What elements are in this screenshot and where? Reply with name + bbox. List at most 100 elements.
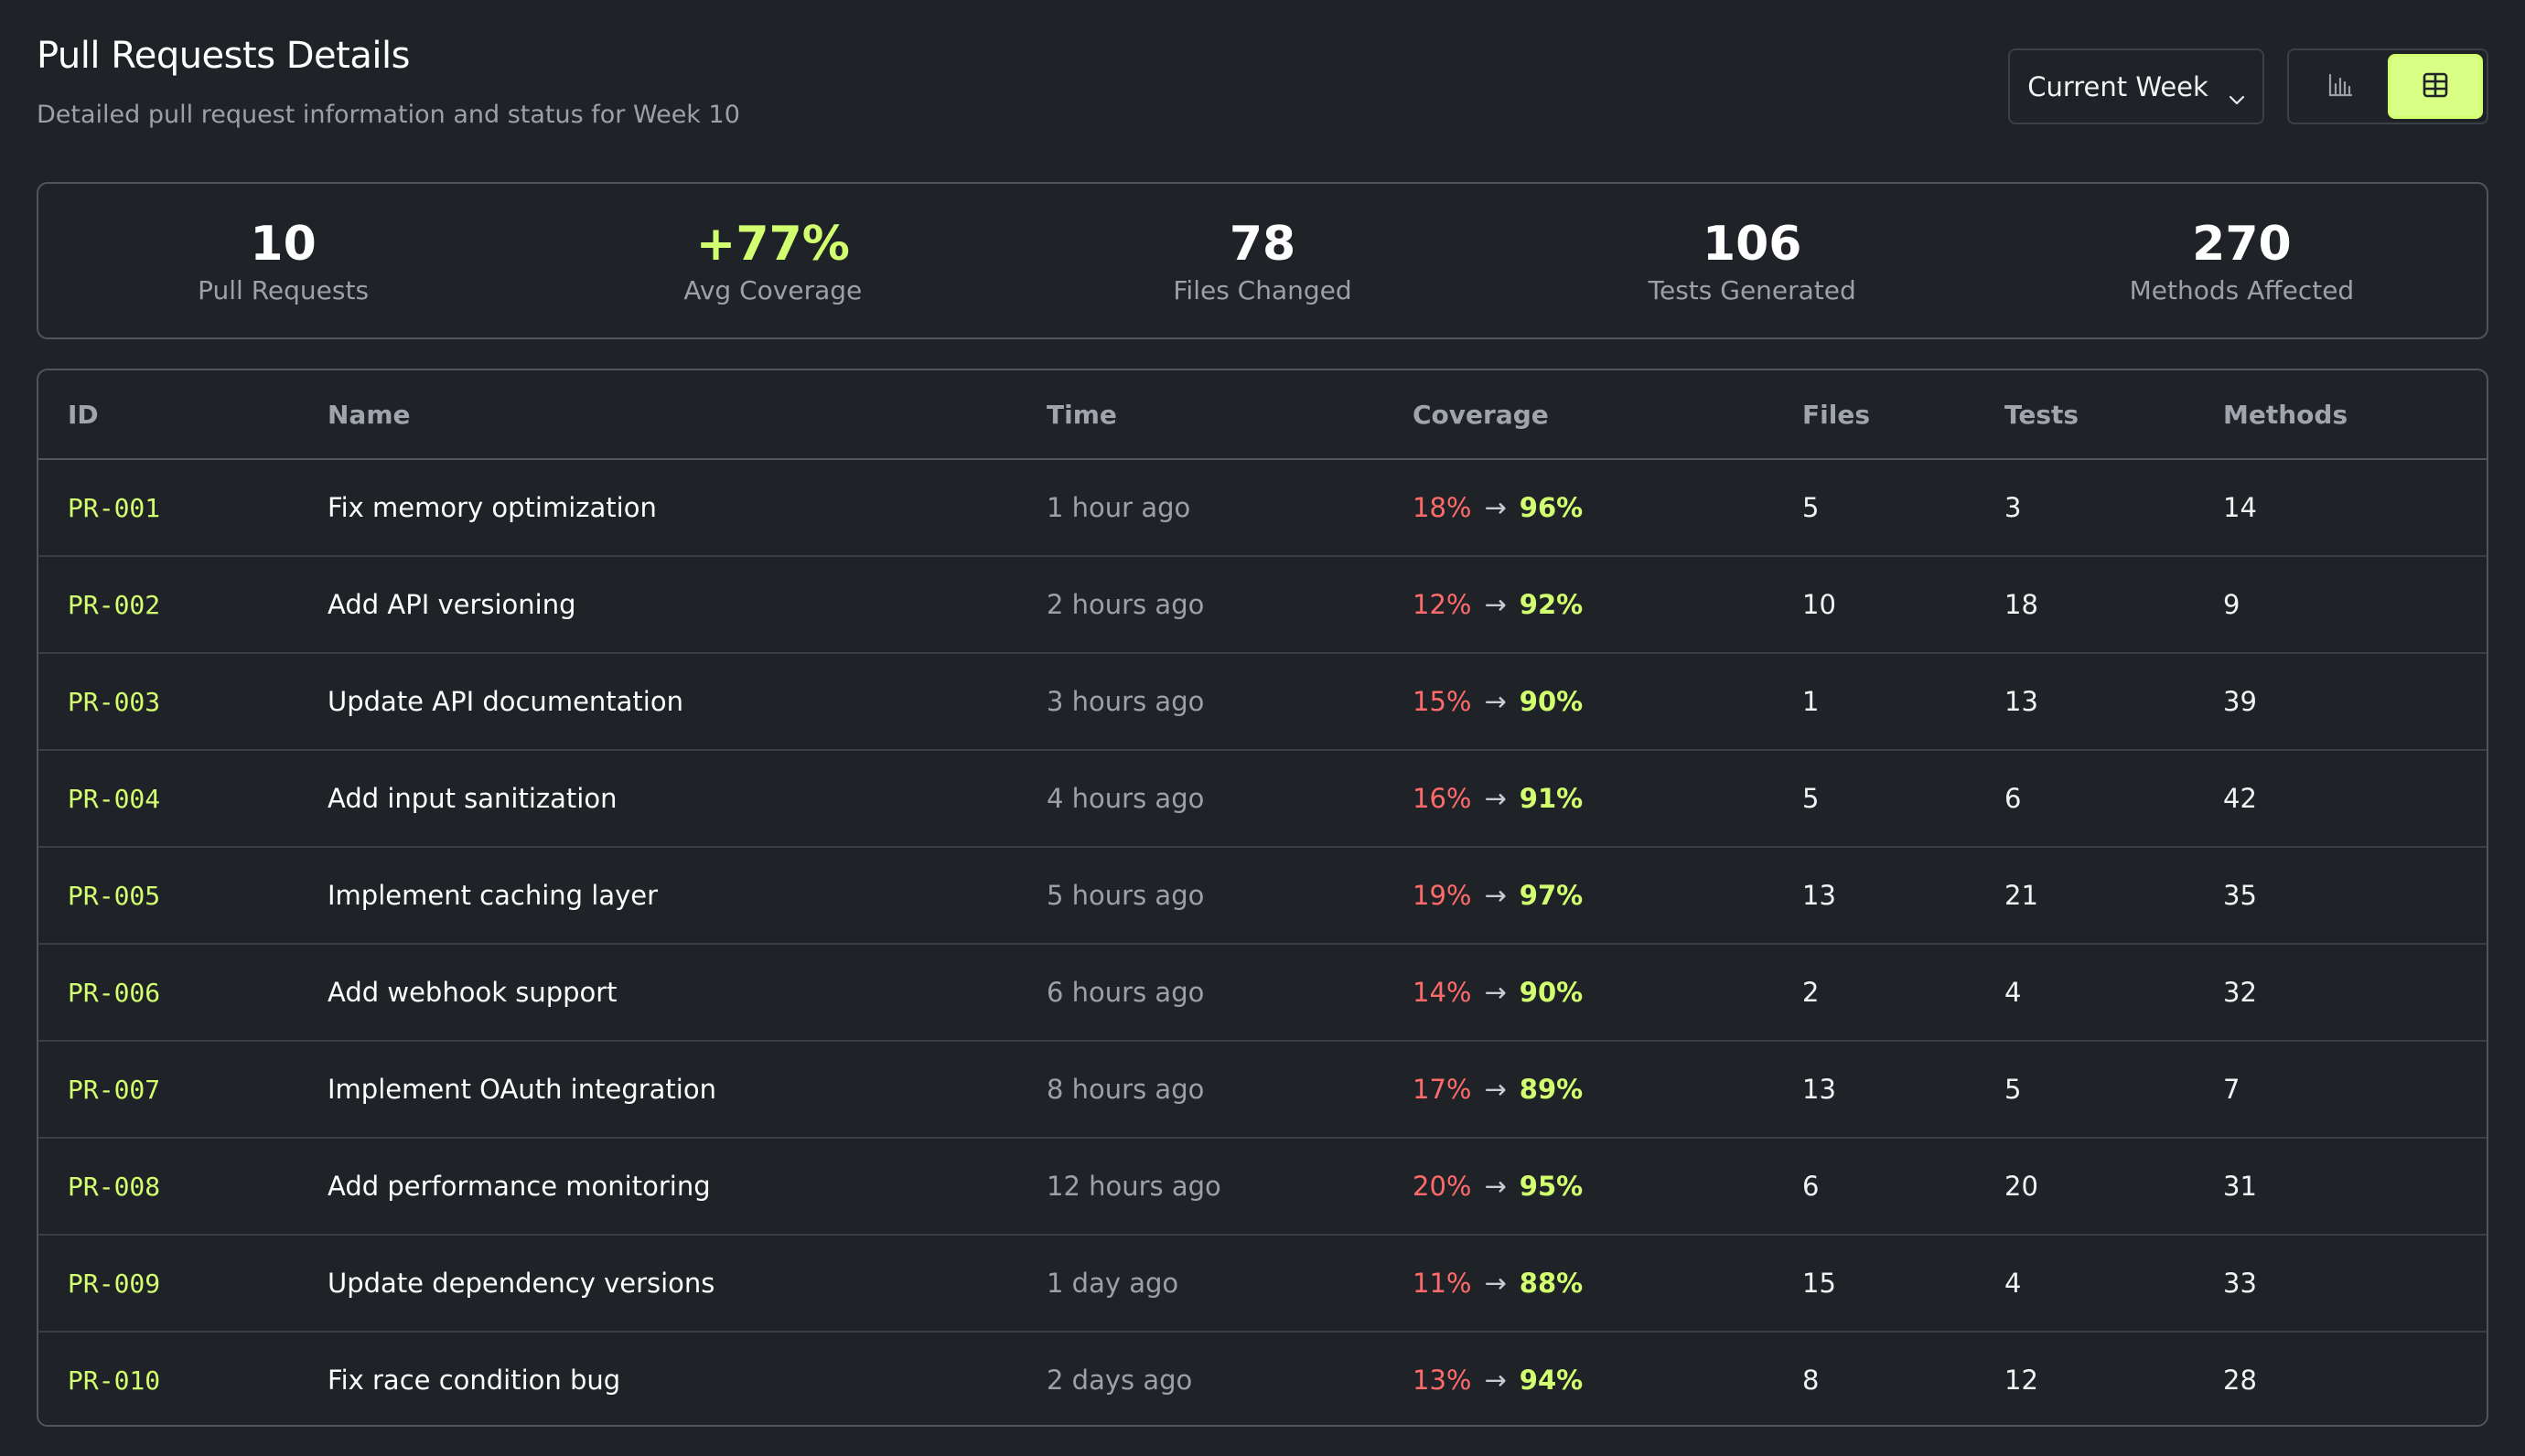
pr-coverage: 11% → 88% bbox=[1413, 1235, 1802, 1333]
table-row[interactable]: PR-006 Add webhook support 6 hours ago 1… bbox=[38, 944, 2487, 1042]
pr-files: 6 bbox=[1802, 1138, 2004, 1236]
pr-name: Implement caching layer bbox=[328, 847, 1047, 945]
pr-files: 8 bbox=[1802, 1365, 1820, 1396]
pr-methods: 28 bbox=[2223, 1365, 2257, 1396]
pr-id[interactable]: PR-003 bbox=[38, 653, 328, 751]
table-row[interactable]: PR-001 Fix memory optimization 1 hour ag… bbox=[38, 459, 2487, 557]
column-header-tests[interactable]: Tests bbox=[2004, 370, 2223, 460]
pr-id[interactable]: PR-008 bbox=[38, 1138, 328, 1236]
pr-files: 13 bbox=[1802, 847, 2004, 945]
pr-coverage: 13% → 94% bbox=[1413, 1332, 1802, 1425]
stat-value: 10 bbox=[250, 217, 317, 273]
pr-id[interactable]: PR-007 bbox=[38, 1041, 328, 1139]
table-row[interactable]: PR-005 Implement caching layer 5 hours a… bbox=[38, 847, 2487, 945]
page-subtitle: Detailed pull request information and st… bbox=[37, 101, 740, 129]
pr-files: 1 bbox=[1802, 653, 2004, 751]
column-header-name[interactable]: Name bbox=[328, 370, 1047, 460]
pr-tests: 20 bbox=[2004, 1138, 2223, 1236]
stat-value: +77% bbox=[695, 217, 850, 273]
pr-tests: 13 bbox=[2004, 653, 2223, 751]
pr-id[interactable]: PR-005 bbox=[38, 847, 328, 945]
pr-time: 8 hours ago bbox=[1047, 1041, 1413, 1139]
pr-time: 5 hours ago bbox=[1047, 847, 1413, 945]
pr-methods: 42 bbox=[2223, 750, 2487, 848]
stat-methods-affected: 270 Methods Affected bbox=[1997, 184, 2487, 337]
pr-id[interactable]: PR-009 bbox=[38, 1235, 328, 1333]
table-row[interactable]: PR-002 Add API versioning 2 hours ago 12… bbox=[38, 556, 2487, 654]
column-header-methods[interactable]: Methods bbox=[2223, 370, 2487, 460]
column-header-time[interactable]: Time bbox=[1047, 370, 1413, 460]
page-title: Pull Requests Details bbox=[37, 35, 410, 77]
pr-id[interactable]: PR-002 bbox=[38, 556, 328, 654]
column-header-id[interactable]: ID bbox=[38, 370, 328, 460]
coverage-before: 13% bbox=[1413, 1365, 1472, 1396]
pr-id[interactable]: PR-010 bbox=[68, 1365, 161, 1396]
stat-value: 106 bbox=[1702, 217, 1802, 273]
pr-time: 1 day ago bbox=[1047, 1235, 1413, 1333]
coverage-after: 91% bbox=[1519, 783, 1584, 814]
pr-coverage: 18% → 96% bbox=[1413, 459, 1802, 557]
pr-time: 2 days ago bbox=[1047, 1365, 1193, 1396]
pr-name: Update dependency versions bbox=[328, 1235, 1047, 1333]
table-view-button[interactable] bbox=[2388, 54, 2483, 119]
pr-methods: 32 bbox=[2223, 944, 2487, 1042]
pr-time: 12 hours ago bbox=[1047, 1138, 1413, 1236]
coverage-before: 14% bbox=[1413, 977, 1472, 1008]
table-row[interactable]: PR-004 Add input sanitization 4 hours ag… bbox=[38, 750, 2487, 848]
pr-files: 5 bbox=[1802, 750, 2004, 848]
chart-view-button[interactable] bbox=[2293, 54, 2388, 119]
coverage-before: 11% bbox=[1413, 1268, 1472, 1299]
stat-avg-coverage: +77% Avg Coverage bbox=[528, 184, 1017, 337]
coverage-before: 17% bbox=[1413, 1074, 1472, 1105]
pr-name: Implement OAuth integration bbox=[328, 1041, 1047, 1139]
pr-tests: 4 bbox=[2004, 1235, 2223, 1333]
pr-id[interactable]: PR-001 bbox=[38, 459, 328, 557]
pr-time: 2 hours ago bbox=[1047, 556, 1413, 654]
view-toggle bbox=[2287, 48, 2488, 124]
pr-files: 10 bbox=[1802, 556, 2004, 654]
coverage-after: 96% bbox=[1519, 492, 1584, 523]
pr-files: 2 bbox=[1802, 944, 2004, 1042]
table-icon bbox=[2422, 71, 2449, 102]
arrow-right-icon: → bbox=[1484, 977, 1507, 1008]
pr-time: 4 hours ago bbox=[1047, 750, 1413, 848]
pr-id[interactable]: PR-006 bbox=[38, 944, 328, 1042]
pr-coverage: 17% → 89% bbox=[1413, 1041, 1802, 1139]
coverage-after: 90% bbox=[1519, 686, 1584, 717]
table-row[interactable]: PR-003 Update API documentation 3 hours … bbox=[38, 653, 2487, 751]
pr-tests: 21 bbox=[2004, 847, 2223, 945]
pr-methods: 35 bbox=[2223, 847, 2487, 945]
coverage-before: 12% bbox=[1413, 589, 1472, 620]
pr-name: Fix race condition bug bbox=[328, 1365, 621, 1396]
pr-files: 15 bbox=[1802, 1235, 2004, 1333]
stat-label: Pull Requests bbox=[198, 274, 370, 305]
pr-tests: 18 bbox=[2004, 556, 2223, 654]
stat-tests-generated: 106 Tests Generated bbox=[1508, 184, 1997, 337]
arrow-right-icon: → bbox=[1484, 1268, 1507, 1299]
pr-tests: 6 bbox=[2004, 750, 2223, 848]
table-row[interactable]: PR-008 Add performance monitoring 12 hou… bbox=[38, 1138, 2487, 1236]
pr-name: Update API documentation bbox=[328, 653, 1047, 751]
pr-time: 6 hours ago bbox=[1047, 944, 1413, 1042]
stat-label: Methods Affected bbox=[2129, 274, 2355, 305]
stat-value: 270 bbox=[2192, 217, 2292, 273]
pr-name: Add webhook support bbox=[328, 944, 1047, 1042]
pr-files: 13 bbox=[1802, 1041, 2004, 1139]
table-row[interactable]: PR-009 Update dependency versions 1 day … bbox=[38, 1235, 2487, 1333]
coverage-after: 97% bbox=[1519, 880, 1584, 911]
column-header-files[interactable]: Files bbox=[1802, 370, 2004, 460]
pr-methods: 14 bbox=[2223, 459, 2487, 557]
arrow-right-icon: → bbox=[1484, 686, 1507, 717]
column-header-coverage[interactable]: Coverage bbox=[1413, 370, 1802, 460]
week-selector[interactable]: Current Week bbox=[2008, 48, 2264, 124]
table-row[interactable]: PR-010 Fix race condition bug 2 days ago… bbox=[38, 1332, 2487, 1425]
stat-label: Avg Coverage bbox=[683, 274, 863, 305]
table-header-row: ID Name Time Coverage Files Tests Method… bbox=[38, 370, 2487, 460]
table-row[interactable]: PR-007 Implement OAuth integration 8 hou… bbox=[38, 1041, 2487, 1139]
pr-coverage: 20% → 95% bbox=[1413, 1138, 1802, 1236]
pr-name: Fix memory optimization bbox=[328, 459, 1047, 557]
pr-id[interactable]: PR-004 bbox=[38, 750, 328, 848]
stats-summary: 10 Pull Requests +77% Avg Coverage 78 Fi… bbox=[37, 182, 2488, 339]
pr-methods: 39 bbox=[2223, 653, 2487, 751]
